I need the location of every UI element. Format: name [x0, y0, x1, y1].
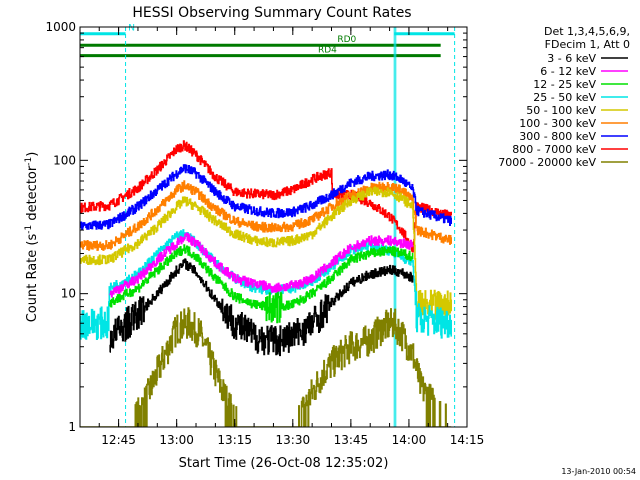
y-tick-label: 1	[68, 420, 76, 434]
legend-header: Det 1,3,4,5,6,9,	[544, 25, 630, 38]
legend-label: 25 - 50 keV	[533, 91, 596, 104]
x-tick-label: 14:00	[392, 433, 427, 447]
y-axis-label: Count Rate (s-1 detector-1)	[24, 152, 40, 323]
series-line	[80, 307, 452, 427]
y-tick-label: 1000	[45, 20, 76, 34]
legend-label: 800 - 7000 keV	[512, 143, 596, 156]
x-axis-label: Start Time (26-Oct-08 12:35:02)	[179, 456, 389, 471]
legend-label: 50 - 100 keV	[526, 104, 596, 117]
series-line	[109, 244, 414, 324]
x-tick-label: 12:45	[101, 433, 136, 447]
series-line	[80, 140, 452, 253]
x-tick-label: 13:00	[159, 433, 194, 447]
legend-label: 3 - 6 keV	[547, 52, 596, 65]
x-tick-label: 13:45	[334, 433, 369, 447]
series-line	[109, 258, 414, 357]
flag-label-rd0: RD0	[337, 35, 356, 45]
flag-label-rd4: RD4	[318, 46, 337, 56]
x-tick-label: 14:15	[450, 433, 485, 447]
legend-label: 100 - 300 keV	[519, 117, 596, 130]
x-tick-label: 13:15	[217, 433, 252, 447]
flag-label-n: N	[128, 24, 135, 34]
legend-label: 12 - 25 keV	[533, 78, 596, 91]
legend-label: 300 - 800 keV	[519, 130, 596, 143]
series-line	[80, 186, 452, 323]
time-markers	[125, 27, 456, 427]
timestamp: 13-Jan-2010 00:54	[561, 467, 636, 476]
x-tick-label: 13:30	[276, 433, 311, 447]
y-tick-label: 10	[61, 287, 76, 301]
x-axis: 12:45 13:00 13:15 13:30 13:45 14:00 14:15	[98, 27, 485, 447]
series-lines	[80, 140, 452, 427]
series-line	[80, 164, 452, 230]
legend-label: 6 - 12 keV	[540, 65, 596, 78]
y-tick-label: 100	[53, 153, 76, 167]
legend-header: FDecim 1, Att 0	[545, 38, 630, 51]
y-axis: 1 10 100 1000	[45, 20, 467, 434]
legend: Det 1,3,4,5,6,9,FDecim 1, Att 03 - 6 keV…	[498, 25, 630, 169]
chart-title: HESSI Observing Summary Count Rates	[132, 5, 411, 21]
legend-label: 7000 - 20000 keV	[498, 156, 596, 169]
series-line	[109, 232, 414, 298]
